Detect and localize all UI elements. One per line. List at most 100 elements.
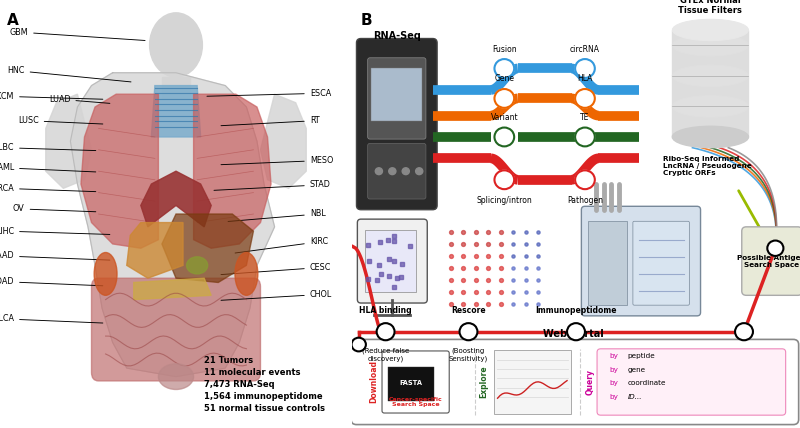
Text: 1,564 immunopeptidome: 1,564 immunopeptidome bbox=[204, 392, 322, 401]
Text: DLBC: DLBC bbox=[0, 143, 96, 152]
Polygon shape bbox=[81, 94, 158, 248]
Circle shape bbox=[150, 13, 202, 77]
Text: LUAD: LUAD bbox=[49, 95, 110, 104]
Ellipse shape bbox=[672, 126, 749, 148]
Text: peptide: peptide bbox=[627, 353, 655, 359]
Text: SKCM: SKCM bbox=[0, 92, 103, 101]
Text: CESC: CESC bbox=[221, 263, 331, 275]
FancyBboxPatch shape bbox=[633, 221, 690, 305]
Ellipse shape bbox=[672, 96, 749, 117]
Circle shape bbox=[402, 168, 410, 175]
Text: Cancer-specific
Search Space: Cancer-specific Search Space bbox=[389, 397, 442, 407]
Text: circRNA: circRNA bbox=[570, 45, 600, 54]
Text: B: B bbox=[361, 13, 373, 28]
Circle shape bbox=[735, 323, 753, 340]
FancyBboxPatch shape bbox=[368, 58, 426, 139]
Text: MESO: MESO bbox=[221, 156, 333, 165]
Text: A: A bbox=[7, 13, 18, 28]
Text: HNC: HNC bbox=[7, 66, 131, 82]
Text: by: by bbox=[610, 367, 618, 373]
Text: Gene: Gene bbox=[494, 74, 514, 83]
Circle shape bbox=[575, 89, 595, 108]
Text: OV: OV bbox=[13, 204, 96, 214]
Text: Pathogen: Pathogen bbox=[567, 196, 603, 205]
Text: COAD: COAD bbox=[0, 277, 103, 286]
Text: Web Portal: Web Portal bbox=[543, 330, 604, 339]
Text: LUSC: LUSC bbox=[18, 116, 103, 125]
Text: GBM: GBM bbox=[10, 27, 145, 41]
Polygon shape bbox=[162, 214, 254, 282]
Polygon shape bbox=[46, 94, 91, 188]
Circle shape bbox=[494, 170, 514, 189]
Text: by: by bbox=[610, 380, 618, 386]
Text: BRCA: BRCA bbox=[0, 184, 96, 193]
Ellipse shape bbox=[158, 364, 194, 389]
Text: LIHC: LIHC bbox=[0, 226, 110, 236]
Circle shape bbox=[494, 59, 514, 78]
Circle shape bbox=[459, 323, 478, 340]
Circle shape bbox=[389, 168, 396, 175]
Circle shape bbox=[375, 168, 382, 175]
Text: CHOL: CHOL bbox=[221, 290, 332, 300]
FancyBboxPatch shape bbox=[365, 230, 416, 292]
Text: HLA binding: HLA binding bbox=[359, 306, 412, 315]
FancyBboxPatch shape bbox=[91, 278, 261, 381]
FancyBboxPatch shape bbox=[388, 367, 434, 401]
Text: by: by bbox=[610, 353, 618, 359]
Polygon shape bbox=[151, 86, 201, 137]
Text: RT: RT bbox=[221, 116, 319, 126]
Text: by: by bbox=[610, 394, 618, 400]
Ellipse shape bbox=[672, 19, 749, 41]
FancyBboxPatch shape bbox=[371, 68, 422, 121]
Text: gene: gene bbox=[627, 367, 646, 373]
Circle shape bbox=[416, 168, 422, 175]
Circle shape bbox=[494, 89, 514, 108]
Text: FASTA: FASTA bbox=[400, 380, 422, 386]
Circle shape bbox=[575, 128, 595, 146]
Text: 7,473 RNA-Seq: 7,473 RNA-Seq bbox=[204, 380, 274, 389]
Polygon shape bbox=[134, 278, 211, 300]
Text: Possible Antigen
Search Space: Possible Antigen Search Space bbox=[738, 255, 800, 268]
Text: TE: TE bbox=[580, 113, 590, 122]
Polygon shape bbox=[261, 94, 306, 188]
Polygon shape bbox=[162, 77, 190, 98]
FancyBboxPatch shape bbox=[597, 349, 786, 415]
Text: ESCA: ESCA bbox=[207, 89, 331, 98]
Text: (Reduce false
discovery): (Reduce false discovery) bbox=[362, 348, 410, 362]
Text: 21 Tumors: 21 Tumors bbox=[204, 356, 254, 365]
Text: Ribo-Seq Informed
LncRNA / Pseudogene
Cryptic ORFs: Ribo-Seq Informed LncRNA / Pseudogene Cr… bbox=[663, 156, 752, 176]
Text: LAML: LAML bbox=[0, 163, 96, 172]
Text: ID...: ID... bbox=[627, 394, 642, 400]
Ellipse shape bbox=[94, 253, 117, 295]
Polygon shape bbox=[194, 94, 271, 248]
Text: Download: Download bbox=[369, 360, 378, 404]
Circle shape bbox=[494, 128, 514, 146]
FancyBboxPatch shape bbox=[742, 227, 800, 295]
Polygon shape bbox=[70, 73, 274, 377]
Text: Variant: Variant bbox=[490, 113, 518, 122]
Text: Immunopeptidome: Immunopeptidome bbox=[535, 306, 617, 315]
Text: KIRC: KIRC bbox=[235, 237, 328, 253]
Text: STAD: STAD bbox=[214, 180, 330, 190]
Text: 11 molecular events: 11 molecular events bbox=[204, 368, 301, 377]
Polygon shape bbox=[126, 223, 183, 278]
Ellipse shape bbox=[186, 257, 208, 274]
FancyBboxPatch shape bbox=[357, 39, 437, 210]
Circle shape bbox=[575, 170, 595, 189]
FancyBboxPatch shape bbox=[582, 206, 701, 316]
Text: Fusion: Fusion bbox=[492, 45, 517, 54]
Circle shape bbox=[767, 241, 783, 256]
Circle shape bbox=[575, 59, 595, 78]
Text: PAAD: PAAD bbox=[0, 251, 110, 261]
Ellipse shape bbox=[672, 65, 749, 86]
Ellipse shape bbox=[235, 253, 258, 295]
Text: Explore: Explore bbox=[480, 366, 489, 398]
Circle shape bbox=[351, 338, 366, 351]
Text: 51 normal tissue controls: 51 normal tissue controls bbox=[204, 404, 325, 413]
Polygon shape bbox=[672, 30, 749, 137]
FancyBboxPatch shape bbox=[382, 351, 450, 413]
FancyBboxPatch shape bbox=[351, 339, 798, 425]
Text: Query: Query bbox=[586, 369, 595, 395]
Text: (Boosting
Sensitivity): (Boosting Sensitivity) bbox=[449, 348, 488, 362]
FancyBboxPatch shape bbox=[358, 219, 427, 303]
